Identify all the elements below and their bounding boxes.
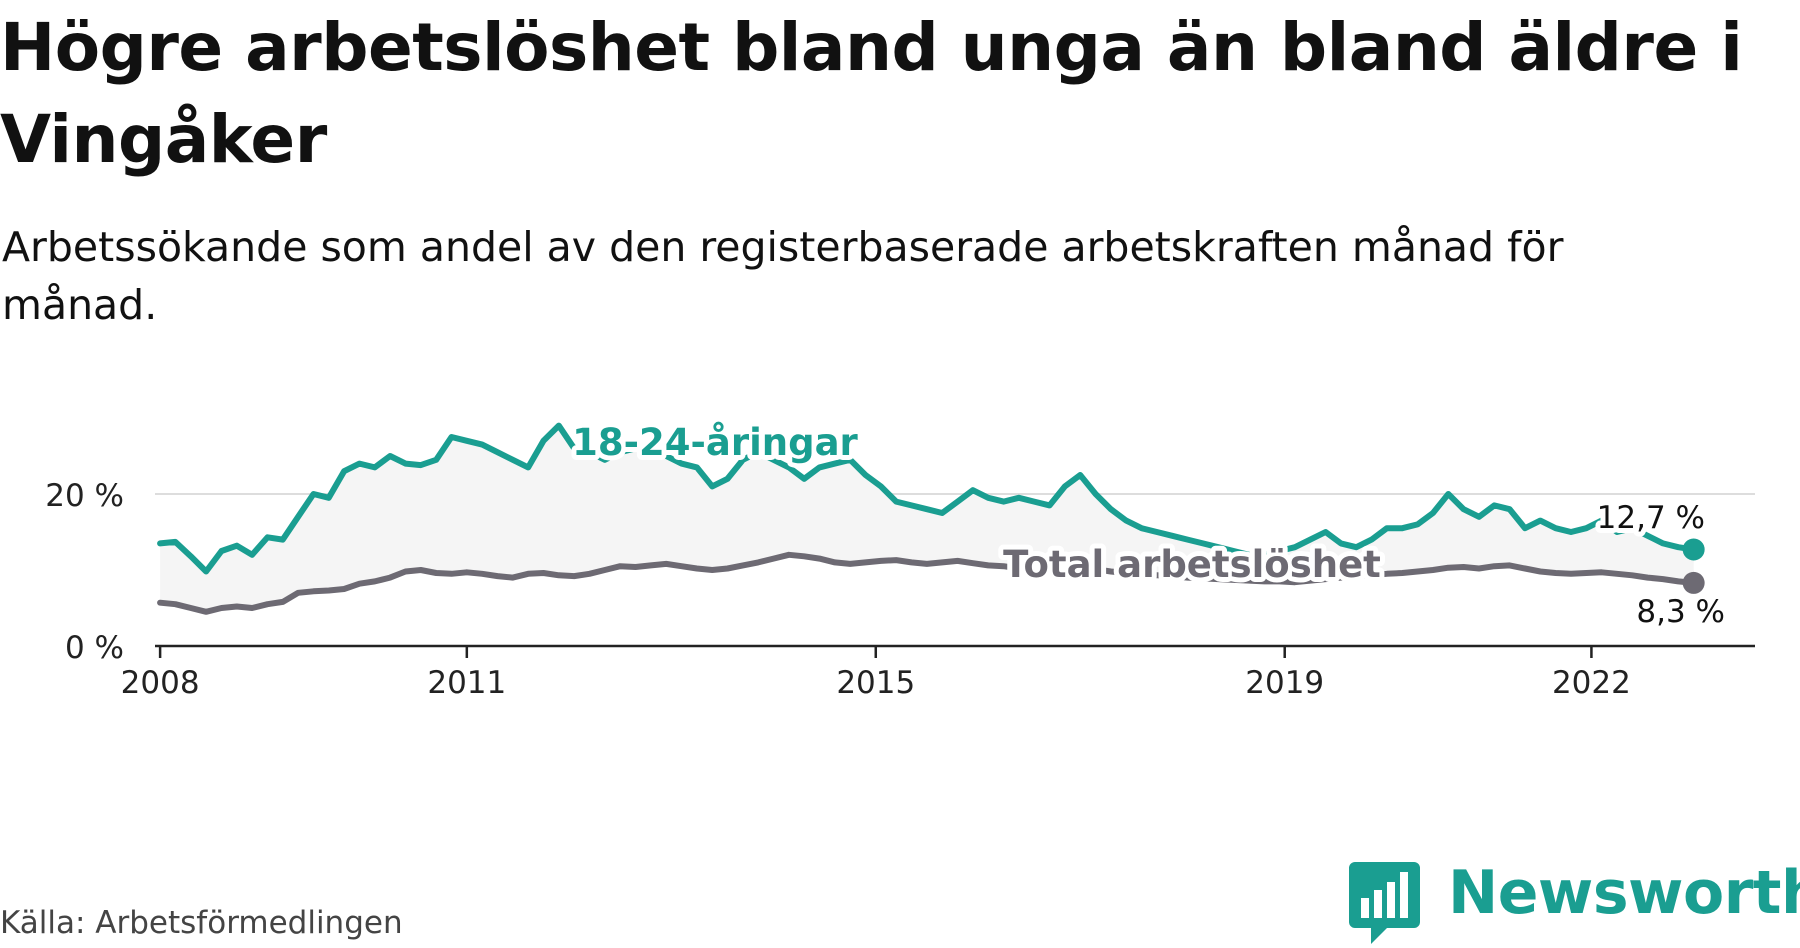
end-label-total-halo: 8,3 % bbox=[1636, 594, 1725, 630]
brand-name: Newsworthy bbox=[1448, 858, 1800, 928]
series-label-youth: 18-24-åringar bbox=[572, 421, 858, 464]
x-tick-label: 2019 bbox=[1245, 665, 1324, 701]
source-note: Källa: Arbetsförmedlingen bbox=[0, 905, 403, 941]
chart-title: Högre arbetslöshet bland unga än bland ä… bbox=[0, 9, 1743, 178]
axes: 0 % 20 % 2008 2011 2015 2019 2022 bbox=[45, 478, 1755, 701]
series-label-total: Total arbetslöshet bbox=[1003, 543, 1381, 586]
newsworthy-logo-icon bbox=[1349, 862, 1420, 944]
end-point-youth bbox=[1682, 538, 1705, 561]
chart-subtitle: Arbetssökande som andel av den registerb… bbox=[2, 223, 1564, 329]
end-label-youth-halo: 12,7 % bbox=[1597, 500, 1705, 536]
end-label-youth: 12,7 % bbox=[1597, 500, 1705, 536]
x-tick-label: 2015 bbox=[836, 665, 915, 701]
series-label-youth-halo: 18-24-åringar bbox=[572, 421, 858, 464]
end-point-total bbox=[1682, 571, 1705, 594]
x-tick-label: 2008 bbox=[121, 665, 200, 701]
y-tick-label: 0 % bbox=[65, 630, 124, 666]
series-label-total-halo: Total arbetslöshet bbox=[1003, 543, 1381, 586]
x-tick-label: 2022 bbox=[1552, 665, 1631, 701]
series-line-total bbox=[157, 551, 1697, 615]
area-between-series-fill bbox=[160, 425, 1694, 612]
series-lines bbox=[157, 422, 1705, 615]
end-label-total: 8,3 % bbox=[1636, 594, 1725, 630]
y-tick-label: 20 % bbox=[45, 478, 124, 514]
x-tick-label: 2011 bbox=[427, 665, 506, 701]
area-between-series bbox=[160, 425, 1694, 612]
series-line-youth bbox=[157, 422, 1697, 575]
